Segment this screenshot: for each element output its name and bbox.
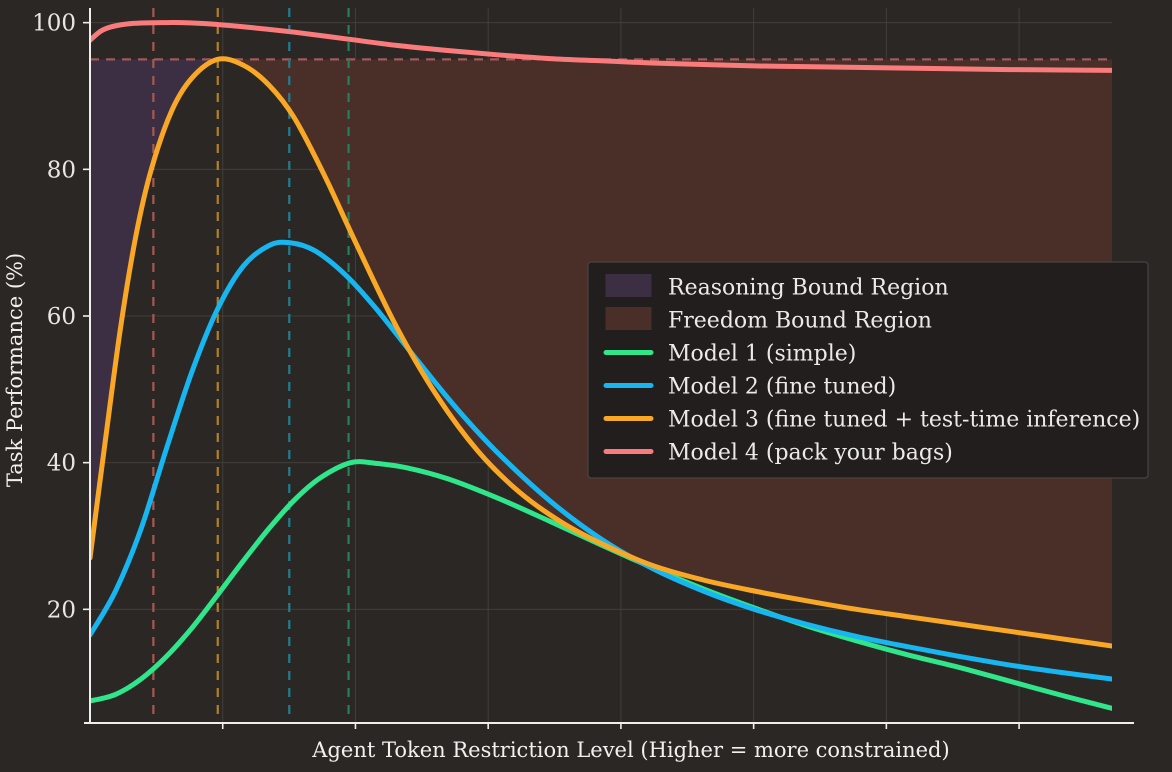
series-line-model-3	[90, 56, 1112, 649]
legend-item-1[interactable]: Reasoning Bound Region	[605, 274, 949, 301]
region-reasoning-bound-region	[90, 59, 218, 558]
legend-label: Model 4 (pack your bags)	[668, 441, 953, 466]
legend-item-2[interactable]: Freedom Bound Region	[605, 307, 932, 334]
legend-label: Model 2 (fine tuned)	[668, 375, 896, 400]
legend-item-3[interactable]: Model 1 (simple)	[603, 342, 856, 367]
y-tick-label: 20	[47, 597, 76, 623]
x-axis-title: Agent Token Restriction Level (Higher = …	[311, 738, 949, 762]
y-axis-title: Task Performance (%)	[3, 253, 27, 487]
legend-swatch-patch	[605, 307, 652, 330]
chart-legend[interactable]: Reasoning Bound Region Freedom Bound Regi…	[587, 261, 1149, 479]
series-line-model-4	[90, 20, 1112, 73]
y-tick-labels: 20 40 60 80 100	[32, 11, 90, 623]
legend-label: Freedom Bound Region	[668, 309, 932, 334]
legend-item-6[interactable]: Model 4 (pack your bags)	[603, 441, 953, 466]
legend-item-5[interactable]: Model 3 (fine tuned + test-time inferenc…	[603, 408, 1140, 433]
y-tick-label: 40	[47, 451, 76, 477]
reference-lines	[90, 8, 1112, 723]
series-line-model-2	[90, 239, 1112, 682]
y-tick-label: 60	[47, 304, 76, 330]
y-tick-label: 100	[32, 11, 76, 37]
axes	[84, 8, 1134, 729]
legend-label: Model 1 (simple)	[668, 342, 856, 367]
data-series	[90, 20, 1112, 711]
legend-label: Model 3 (fine tuned + test-time inferenc…	[668, 408, 1140, 433]
legend-swatch-patch	[605, 274, 652, 297]
legend-box	[587, 261, 1149, 479]
legend-item-4[interactable]: Model 2 (fine tuned)	[603, 375, 896, 400]
legend-label: Reasoning Bound Region	[668, 276, 949, 301]
y-tick-label: 80	[47, 157, 76, 183]
series-line-model-1	[90, 459, 1112, 711]
